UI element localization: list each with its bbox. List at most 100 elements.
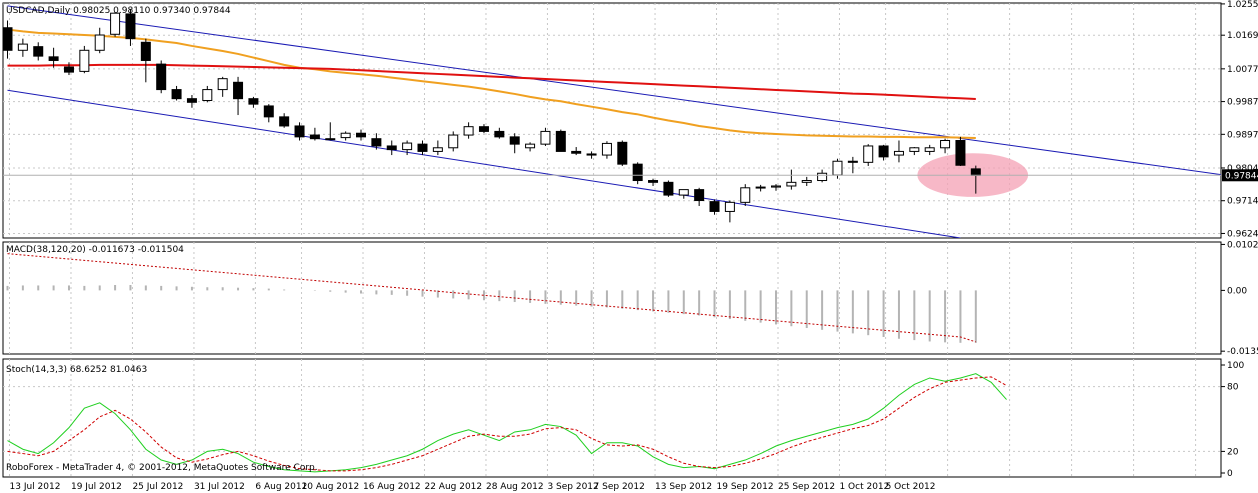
bullish-candle: [110, 12, 121, 35]
price-tick-label: 0.96245: [1227, 229, 1258, 239]
stoch-tick-label: 0: [1227, 469, 1233, 479]
macd-tick-label: 0.00: [1227, 286, 1247, 296]
bearish-candle: [648, 180, 659, 183]
bearish-candle: [248, 98, 259, 105]
bearish-candle: [171, 89, 182, 100]
date-tick-label: 13 Jul 2012: [10, 482, 61, 492]
bearish-candle: [356, 132, 367, 138]
date-tick-label: 13 Sep 2012: [655, 482, 712, 492]
bullish-candle: [893, 150, 904, 156]
moving-average-line: [7, 63, 976, 101]
bullish-candle: [924, 147, 935, 152]
date-tick-label: 31 Jul 2012: [194, 482, 245, 492]
date-tick-label: 28 Aug 2012: [486, 482, 544, 492]
bearish-candle: [970, 168, 981, 176]
bullish-candle: [601, 142, 612, 156]
bearish-candle: [586, 153, 597, 156]
stoch-signal-line: [7, 376, 1007, 472]
date-tick-label: 5 Oct 2012: [886, 482, 936, 492]
price-panel: [2, 5, 1221, 238]
bullish-candle: [755, 186, 766, 189]
bearish-candle: [847, 160, 858, 163]
bullish-candle: [79, 49, 90, 72]
macd-panel: [6, 253, 977, 343]
bearish-candle: [555, 130, 566, 152]
bearish-candle: [509, 136, 520, 145]
macd-signal-line: [7, 253, 976, 343]
macd-tick-label: -0.01357: [1227, 347, 1258, 357]
bearish-candle: [279, 116, 290, 127]
bearish-candle: [156, 63, 167, 91]
bullish-candle: [17, 43, 28, 51]
date-tick-label: 25 Jul 2012: [132, 482, 183, 492]
bearish-candle: [33, 46, 44, 57]
stoch-tick-label: 20: [1227, 447, 1239, 457]
bullish-candle: [325, 138, 336, 141]
bearish-candle: [955, 140, 966, 166]
bullish-candle: [863, 145, 874, 163]
bearish-candle: [386, 145, 397, 151]
panel-frame: [2, 241, 1222, 355]
date-tick-label: 16 Aug 2012: [363, 482, 421, 492]
bullish-candle: [202, 89, 213, 101]
watermark-text: RoboForex - MetaTrader 4, © 2001-2012, M…: [6, 463, 318, 473]
bullish-candle: [432, 147, 443, 152]
bearish-candle: [663, 181, 674, 196]
bearish-candle: [48, 56, 59, 61]
macd-tick-label: 0.01026: [1227, 240, 1258, 250]
channel-line: [7, 5, 1221, 176]
bearish-candle: [878, 145, 889, 158]
bearish-candle: [617, 141, 628, 165]
date-tick-label: 1 Oct 2012: [839, 482, 889, 492]
bearish-candle: [140, 41, 151, 61]
bullish-candle: [463, 126, 474, 136]
date-tick-label: 6 Aug 2012: [255, 482, 307, 492]
bullish-candle: [340, 132, 351, 139]
bullish-candle: [771, 185, 781, 188]
bullish-candle: [832, 160, 843, 176]
price-panel-title: USDCAD,Daily 0.98025 0.98110 0.97340 0.9…: [6, 6, 231, 16]
bearish-candle: [571, 150, 582, 154]
date-tick-label: 19 Sep 2012: [717, 482, 774, 492]
moving-average-line: [7, 28, 976, 139]
bearish-candle: [233, 81, 244, 100]
price-tick-label: 1.01695: [1227, 31, 1258, 41]
panel-frame: [2, 2, 1222, 239]
date-tick-label: 7 Sep 2012: [594, 482, 645, 492]
price-tick-label: 0.98045: [1227, 164, 1258, 174]
stoch-tick-label: 80: [1227, 383, 1239, 393]
bearish-candle: [478, 126, 489, 132]
bearish-candle: [632, 163, 643, 182]
bullish-candle: [817, 172, 828, 182]
bullish-candle: [540, 130, 551, 145]
date-tick-label: 3 Sep 2012: [547, 482, 598, 492]
bullish-candle: [786, 181, 797, 187]
bullish-candle: [94, 34, 105, 51]
bearish-candle: [2, 27, 13, 51]
bearish-candle: [694, 189, 705, 202]
price-tick-label: 0.97145: [1227, 197, 1258, 207]
date-tick-label: 22 Aug 2012: [424, 482, 482, 492]
stochastic-panel-title: Stoch(14,3,3) 68.6252 81.0463: [6, 365, 147, 375]
stochastic-panel: [7, 373, 1007, 473]
stoch-tick-label: 100: [1227, 361, 1244, 371]
current-price-badge: [1222, 169, 1258, 182]
grid-layer: [2, 2, 1222, 478]
bullish-candle: [678, 189, 689, 196]
channel-line: [7, 89, 961, 238]
panel-frame: [2, 358, 1222, 478]
bullish-candle: [909, 147, 920, 152]
bearish-candle: [263, 105, 274, 118]
date-tick-label: 10 Aug 2012: [302, 482, 360, 492]
bearish-candle: [63, 66, 74, 73]
bearish-candle: [186, 98, 197, 103]
bullish-candle: [740, 187, 751, 203]
bullish-candle: [402, 142, 413, 151]
bullish-candle: [448, 134, 459, 149]
bearish-candle: [417, 143, 428, 152]
macd-panel-title: MACD(38,120,20) -0.011673 -0.011504: [6, 245, 184, 255]
